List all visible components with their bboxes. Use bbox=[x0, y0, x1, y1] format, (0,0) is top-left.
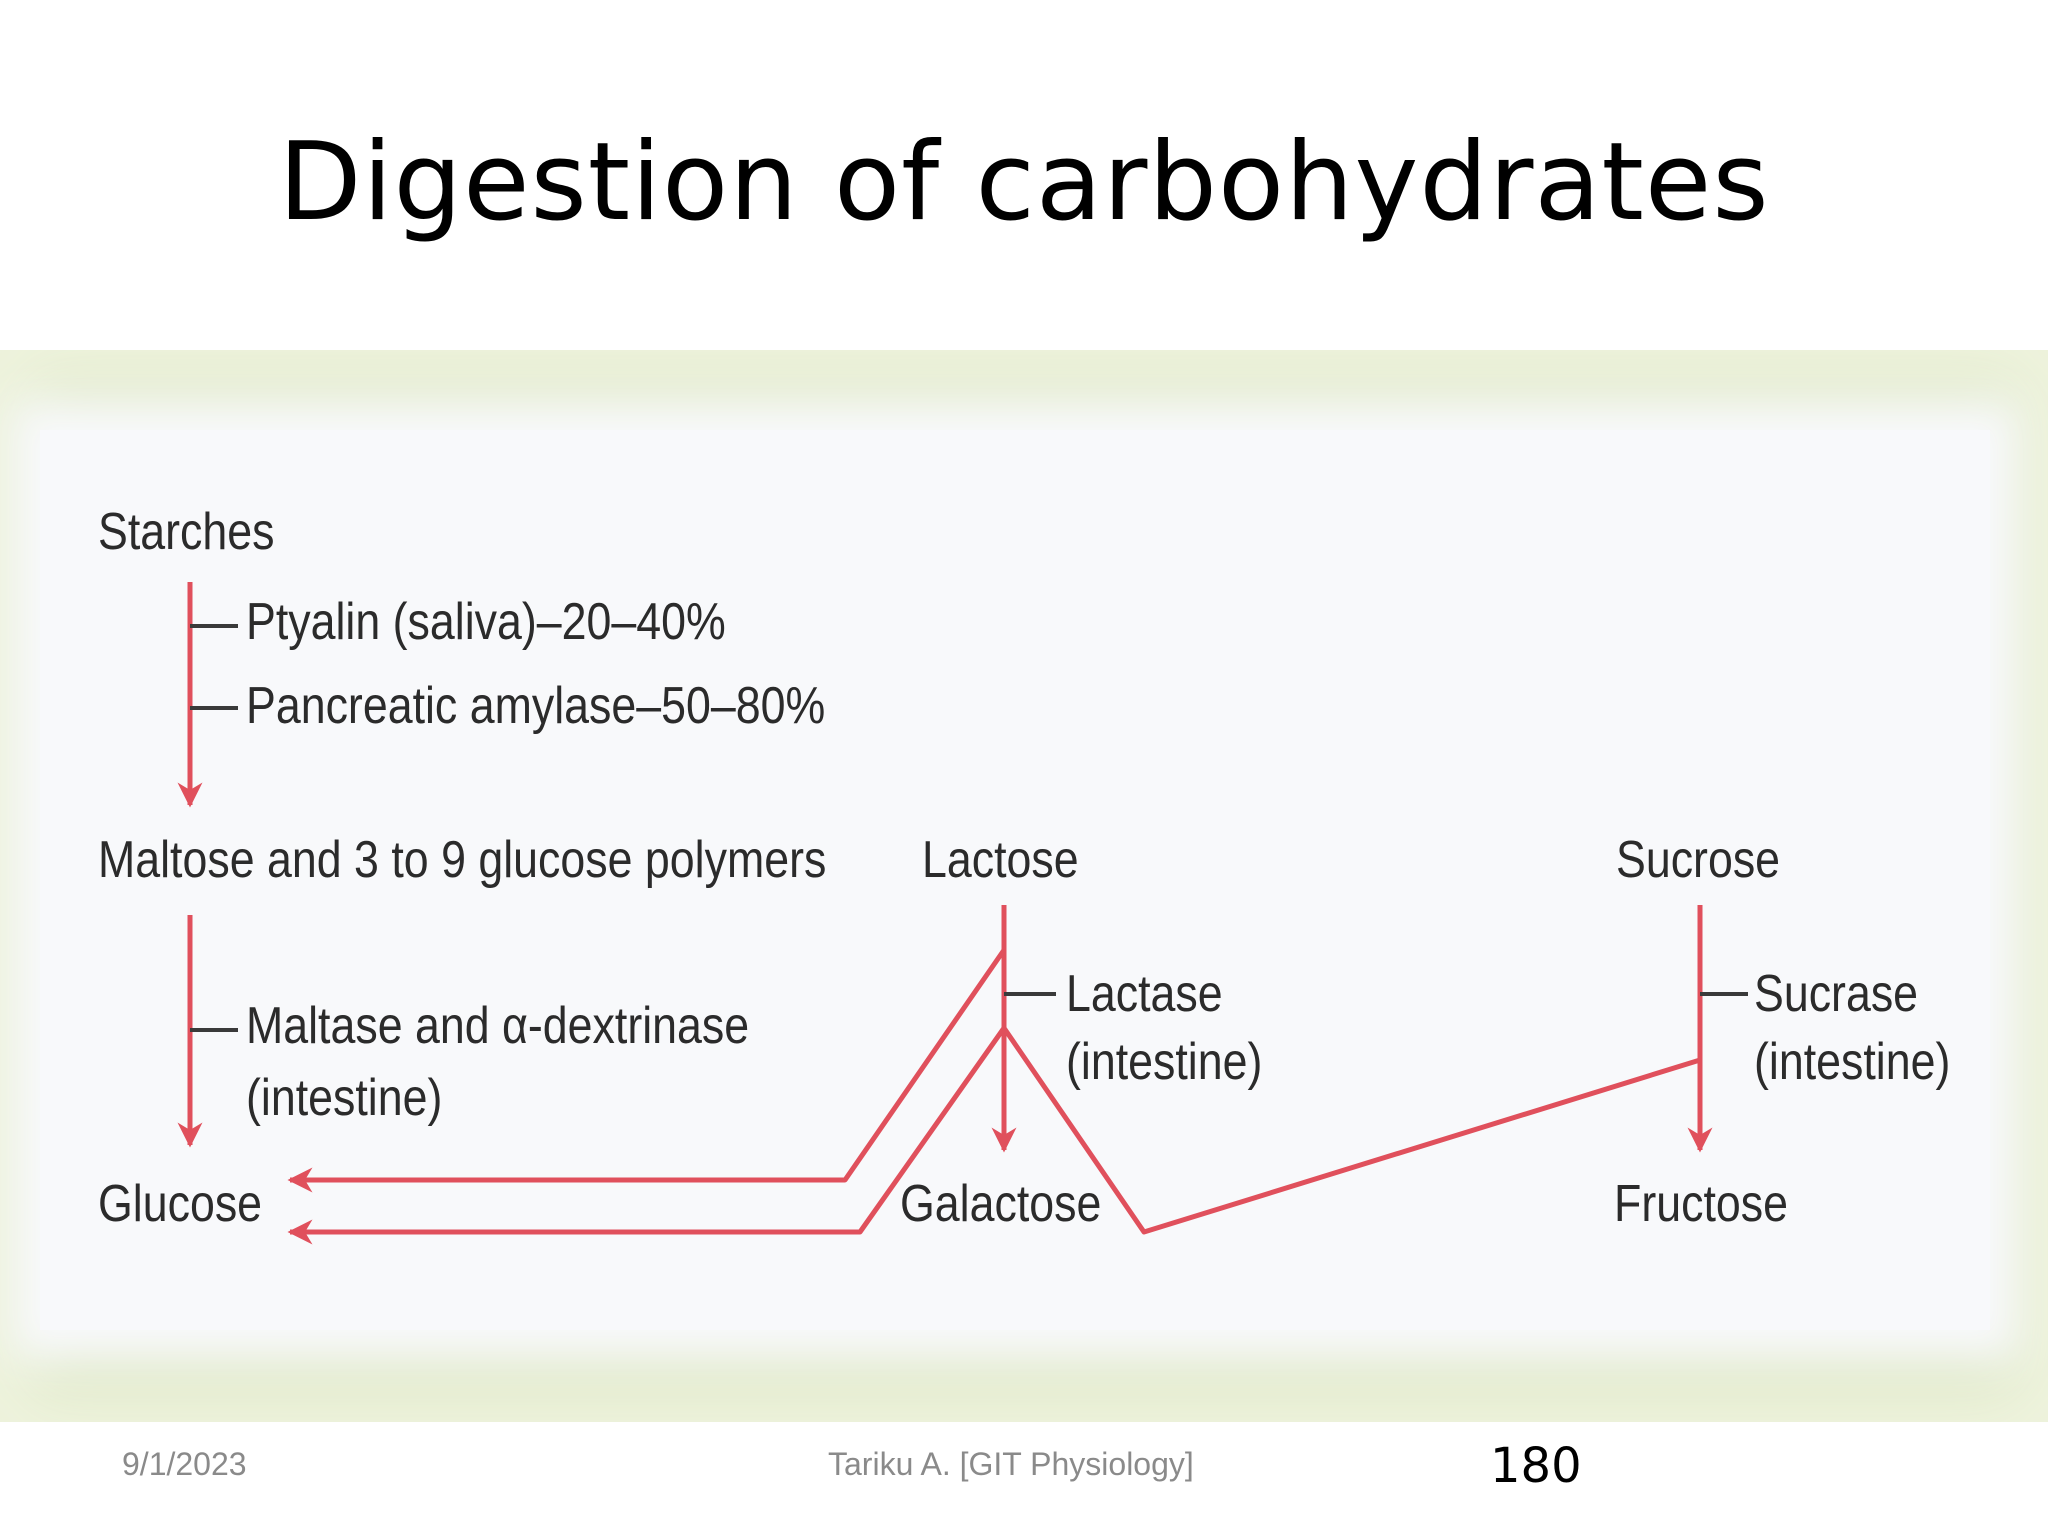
page-number: 180 bbox=[1490, 1438, 1582, 1494]
enzyme-lactase: Lactase bbox=[1066, 965, 1223, 1023]
arrow-sucrose-to-glucose bbox=[287, 1025, 1701, 1245]
enzyme-pancreatic-amylase: Pancreatic amylase–50–80% bbox=[246, 677, 826, 735]
slide-title: Digestion of carbohydrates bbox=[278, 120, 1770, 245]
node-sucrose: Sucrose bbox=[1616, 831, 1781, 889]
enzyme-maltase: Maltase and α-dextrinase bbox=[246, 997, 750, 1055]
enzyme-ptyalin: Ptyalin (saliva)–20–40% bbox=[246, 593, 726, 651]
figure-frame: Starches Ptyalin (saliva)–20–40% Pancrea… bbox=[0, 350, 2048, 1422]
node-maltose: Maltose and 3 to 9 glucose polymers bbox=[98, 831, 827, 889]
pathway-diagram bbox=[177, 582, 1748, 1245]
node-galactose: Galactose bbox=[900, 1175, 1102, 1233]
node-fructose: Fructose bbox=[1614, 1175, 1788, 1233]
footer-author: Tariku A. [GIT Physiology] bbox=[828, 1446, 1194, 1482]
arrow-lactose-to-glucose bbox=[287, 948, 1007, 1193]
enzyme-lactase-location: (intestine) bbox=[1066, 1033, 1263, 1091]
footer-date: 9/1/2023 bbox=[122, 1446, 247, 1482]
node-glucose: Glucose bbox=[98, 1175, 263, 1233]
enzyme-sucrase-location: (intestine) bbox=[1754, 1033, 1951, 1091]
enzyme-maltase-location: (intestine) bbox=[246, 1069, 443, 1127]
node-lactose: Lactose bbox=[922, 831, 1079, 889]
node-starches: Starches bbox=[98, 503, 275, 561]
enzyme-sucrase: Sucrase bbox=[1754, 965, 1919, 1023]
